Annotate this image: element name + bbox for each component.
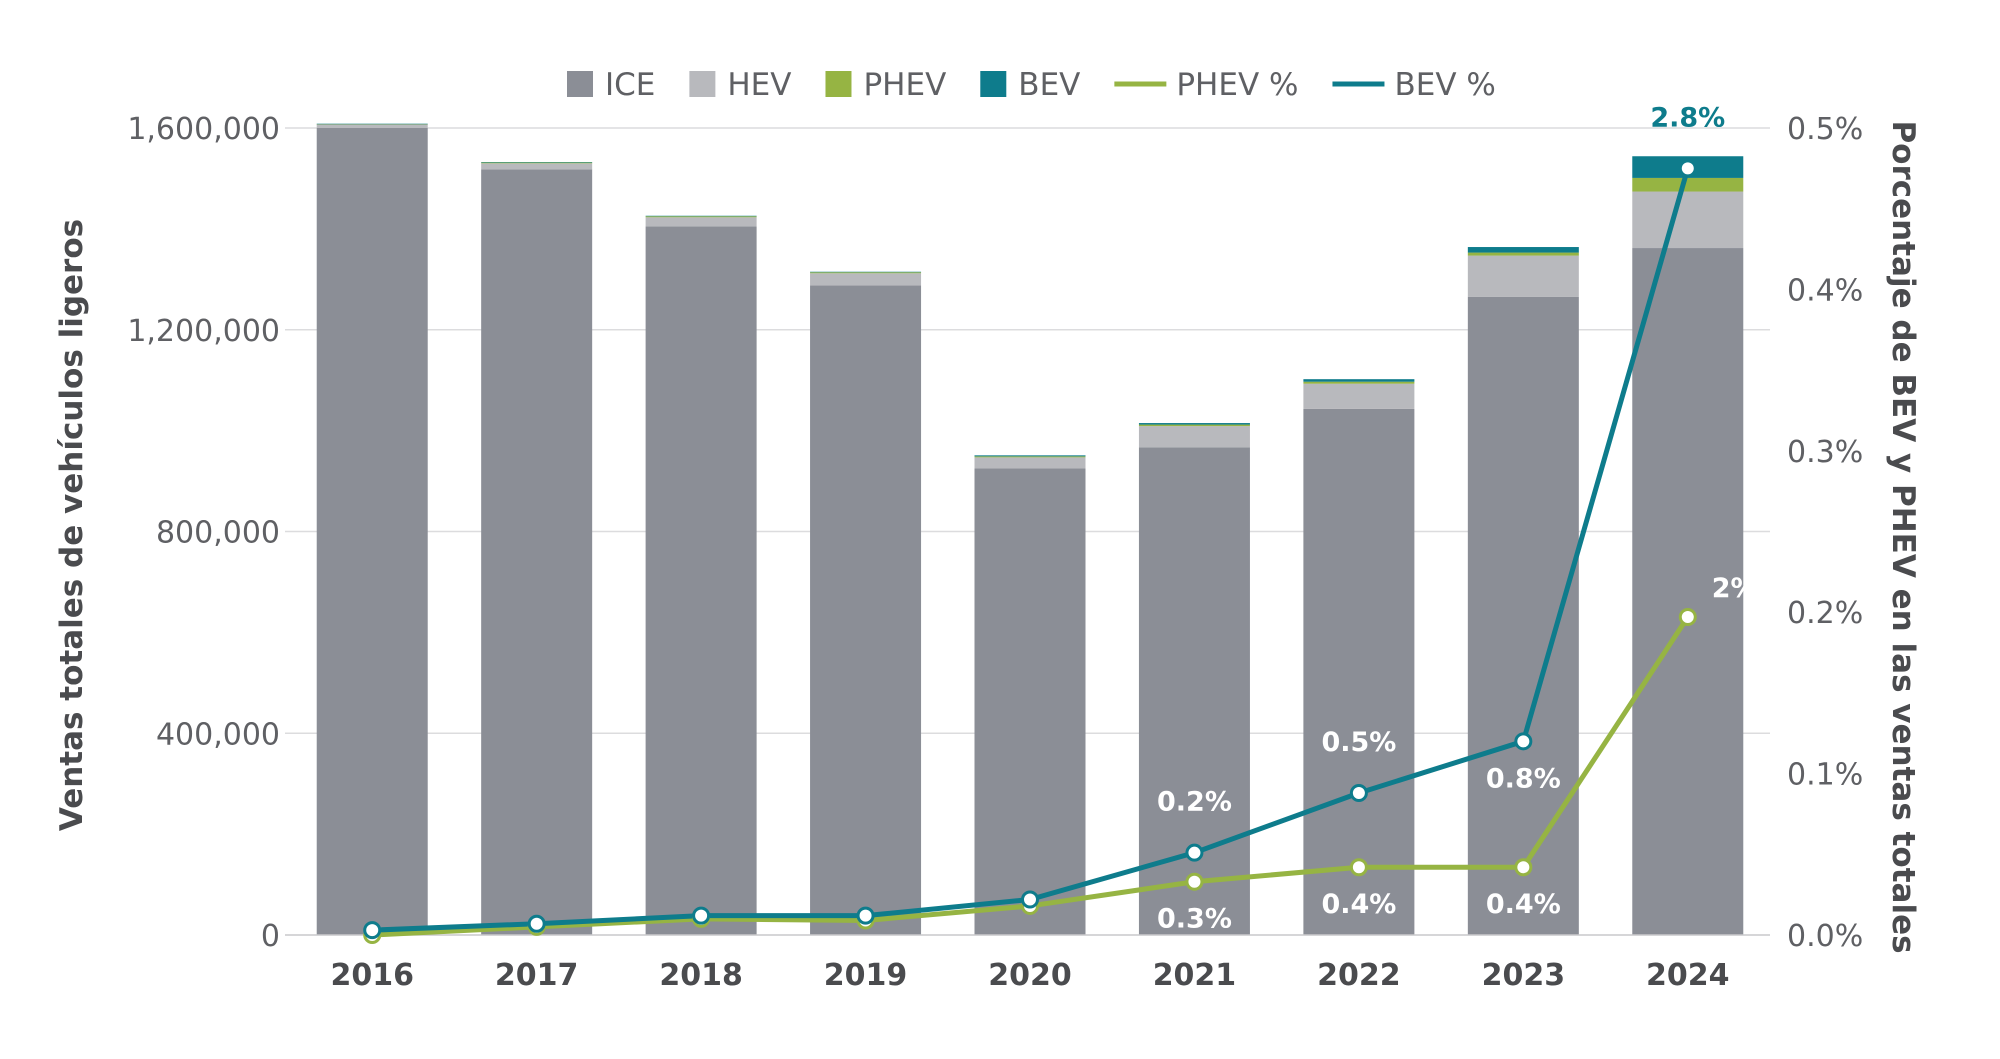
bar-bev-2020 bbox=[974, 455, 1086, 457]
bar-ice-2024 bbox=[1632, 248, 1744, 935]
y-right-tick-label: 0.5% bbox=[1787, 112, 1863, 147]
bar-phev-2023 bbox=[1467, 252, 1579, 256]
point-phev-2023 bbox=[1514, 858, 1533, 877]
x-tick-label: 2016 bbox=[330, 958, 414, 993]
y-left-tick-label: 1,200,000 bbox=[127, 314, 280, 349]
bar-phev-2022 bbox=[1303, 381, 1415, 384]
point-bev-2023 bbox=[1514, 732, 1533, 751]
point-phev-2024 bbox=[1678, 608, 1697, 627]
bar-bev-2023 bbox=[1467, 247, 1579, 253]
percentage-lines bbox=[363, 159, 1697, 944]
bar-ice-2019 bbox=[810, 285, 922, 935]
point-bev-2018 bbox=[692, 906, 711, 925]
legend-swatch bbox=[980, 71, 1007, 97]
data-label: 0.2% bbox=[1157, 787, 1232, 818]
data-label: 0.4% bbox=[1321, 889, 1396, 920]
point-bev-2016 bbox=[363, 921, 382, 940]
bar-hev-2021 bbox=[1138, 426, 1250, 448]
bar-ice-2020 bbox=[974, 468, 1086, 935]
point-bev-2017 bbox=[527, 914, 546, 933]
data-labels: 0.2% 0.3% 0.5% 0.4% 0.8% 0.4% 2.8% 2% bbox=[1157, 102, 1758, 934]
bar-phev-2017 bbox=[481, 162, 593, 164]
point-bev-2021 bbox=[1185, 843, 1204, 862]
x-tick-label: 2023 bbox=[1482, 958, 1566, 993]
bar-hev-2024 bbox=[1632, 191, 1744, 249]
data-label: 2% bbox=[1712, 573, 1758, 604]
bar-bev-2017 bbox=[481, 162, 593, 163]
x-tick-label: 2017 bbox=[495, 958, 579, 993]
bar-hev-2020 bbox=[974, 457, 1086, 469]
legend-label: ICE bbox=[605, 67, 655, 103]
data-label: 0.3% bbox=[1157, 904, 1232, 935]
x-tick-label: 2019 bbox=[824, 958, 908, 993]
data-label: 2.8% bbox=[1650, 102, 1725, 133]
legend-item-bev-percent: BEV % bbox=[1332, 67, 1496, 103]
bar-ice-2018 bbox=[645, 226, 757, 935]
y-right-tick-label: 0.4% bbox=[1787, 273, 1863, 308]
x-tick-label: 2022 bbox=[1317, 958, 1401, 993]
bar-hev-2017 bbox=[481, 163, 593, 170]
legend-item-phev-percent: PHEV % bbox=[1114, 67, 1298, 103]
bar-hev-2018 bbox=[645, 217, 757, 227]
bar-ice-2017 bbox=[481, 169, 593, 935]
bar-phev-2018 bbox=[645, 216, 757, 218]
legend-label: BEV bbox=[1018, 67, 1080, 103]
data-label: 0.5% bbox=[1321, 727, 1396, 758]
bars bbox=[316, 123, 1744, 935]
x-tick-label: 2018 bbox=[659, 958, 743, 993]
bar-phev-2024 bbox=[1632, 177, 1744, 192]
axes: 0 400,000 800,000 1,200,000 1,600,000 0.0% 0.1… bbox=[127, 112, 1863, 993]
bar-bev-2021 bbox=[1138, 423, 1250, 425]
y-axis-left-title: Ventas totales de vehículos ligeros bbox=[54, 219, 90, 831]
point-bev-2022 bbox=[1349, 783, 1368, 802]
bar-bev-2022 bbox=[1303, 379, 1415, 382]
y-right-tick-label: 0.3% bbox=[1787, 435, 1863, 470]
legend-swatch bbox=[567, 71, 593, 97]
y-right-tick-label: 0.1% bbox=[1787, 758, 1863, 793]
y-left-tick-label: 400,000 bbox=[156, 717, 280, 752]
bar-phev-2019 bbox=[810, 272, 922, 274]
legend-item-bev: BEV bbox=[980, 67, 1080, 103]
legend-swatch bbox=[825, 71, 852, 97]
bar-hev-2023 bbox=[1467, 255, 1579, 297]
x-tick-label: 2024 bbox=[1646, 958, 1730, 993]
y-left-tick-label: 1,600,000 bbox=[127, 112, 280, 147]
bar-phev-2020 bbox=[974, 456, 1086, 458]
bar-hev-2022 bbox=[1303, 383, 1415, 409]
bar-hev-2016 bbox=[316, 124, 428, 128]
bar-bev-2016 bbox=[316, 123, 428, 125]
legend-swatch bbox=[689, 71, 716, 97]
bar-ice-2023 bbox=[1467, 296, 1579, 935]
legend-label: PHEV bbox=[863, 67, 946, 103]
bar-ice-2022 bbox=[1303, 408, 1415, 935]
legend-label: HEV bbox=[727, 67, 791, 103]
legend-label: PHEV % bbox=[1176, 67, 1298, 103]
bar-hev-2019 bbox=[810, 273, 922, 286]
y-right-tick-label: 0.2% bbox=[1787, 596, 1863, 631]
bar-ice-2016 bbox=[316, 128, 428, 935]
point-bev-2020 bbox=[1021, 890, 1039, 909]
point-phev-2021 bbox=[1185, 872, 1204, 891]
bar-phev-2016 bbox=[316, 123, 428, 125]
point-phev-2022 bbox=[1349, 858, 1368, 877]
legend-label: BEV % bbox=[1394, 67, 1495, 103]
data-label: 0.8% bbox=[1486, 763, 1561, 794]
bar-bev-2018 bbox=[645, 215, 757, 217]
y-left-tick-label: 0 bbox=[261, 919, 280, 954]
point-bev-2024 bbox=[1678, 159, 1697, 178]
legend-item-hev: HEV bbox=[689, 67, 791, 103]
y-axis-right-title: Porcentaje de BEV y PHEV en las ventas t… bbox=[1885, 120, 1921, 953]
data-label: 0.4% bbox=[1486, 889, 1561, 920]
y-right-tick-label: 0.0% bbox=[1787, 919, 1863, 954]
legend: ICE HEV PHEV BEV PHEV % BEV % bbox=[567, 67, 1496, 103]
y-left-tick-label: 800,000 bbox=[156, 516, 280, 551]
bar-phev-2021 bbox=[1138, 424, 1250, 427]
x-tick-label: 2021 bbox=[1153, 958, 1237, 993]
x-tick-label: 2020 bbox=[988, 958, 1072, 993]
bar-bev-2019 bbox=[810, 271, 922, 273]
legend-item-ice: ICE bbox=[567, 67, 655, 103]
point-bev-2019 bbox=[856, 906, 875, 925]
legend-item-phev: PHEV bbox=[825, 67, 946, 103]
